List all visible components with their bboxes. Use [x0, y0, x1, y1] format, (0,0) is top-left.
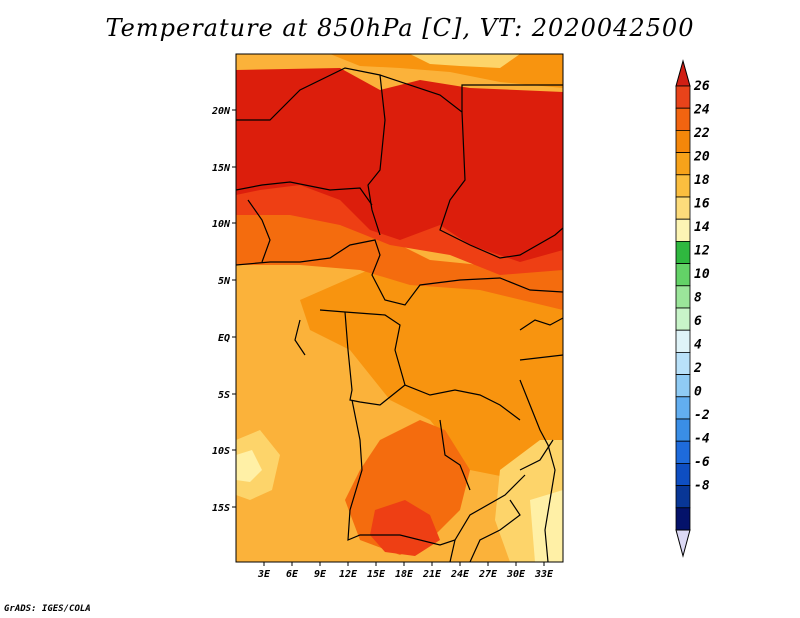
lon-label-15e: 15E: [367, 569, 386, 580]
longitude-axis: 3E 6E 9E 12E 15E 18E 21E 24E 27E 30E 33E: [257, 562, 554, 580]
lon-label-18e: 18E: [395, 569, 414, 580]
colorbar-cells: [675, 85, 691, 531]
lat-label-5n: 5N: [218, 276, 231, 287]
colorbar-cell: [675, 174, 691, 198]
lat-label-5s: 5S: [218, 390, 230, 401]
colorbar-cell: [675, 396, 691, 420]
colorbar-label: 10: [694, 267, 710, 282]
lat-label-10n: 10N: [212, 219, 231, 230]
colorbar-cell: [675, 196, 691, 220]
colorbar-label: 8: [694, 291, 702, 306]
colorbar-label: 18: [694, 173, 710, 188]
colorbar-cell: [675, 374, 691, 398]
colorbar-cell: [675, 329, 691, 353]
colorbar-cell: [675, 351, 691, 375]
field-region-20: [300, 265, 563, 480]
lat-label-15n: 15N: [212, 163, 231, 174]
field-region-24-south: [370, 500, 440, 556]
colorbar-label: 12: [694, 244, 710, 259]
lat-label-15s: 15S: [212, 503, 230, 514]
lon-label-12e: 12E: [339, 569, 358, 580]
colorbar-label: -2: [694, 408, 710, 423]
colorbar-cell: [675, 307, 691, 331]
colorbar-cell: [675, 218, 691, 242]
chart-title: Temperature at 850hPa [C], VT: 202004250…: [105, 14, 695, 42]
lat-label-10s: 10S: [212, 446, 230, 457]
colorbar-cell: [675, 485, 691, 509]
map-frame: [235, 53, 564, 563]
field-region-14-southwest: [236, 450, 262, 482]
lon-label-6e: 6E: [286, 569, 299, 580]
colorbar-cell: [675, 107, 691, 131]
country-boundaries: [236, 67, 563, 562]
field-region-22-north: [236, 200, 563, 310]
field-region-26-core: [236, 68, 563, 262]
lon-label-27e: 27E: [478, 569, 498, 580]
colorbar-label: 2: [693, 361, 702, 376]
latitude-axis: 20N 15N 10N 5N EQ 5S 10S 15S: [211, 106, 236, 514]
colorbar-cell: [675, 440, 691, 464]
lat-label-20n: 20N: [211, 106, 231, 117]
lat-label-eq: EQ: [218, 333, 230, 344]
lon-label-9e: 9E: [314, 569, 327, 580]
field-region-14-southeast: [530, 490, 563, 562]
colorbar-cell: [675, 152, 691, 176]
grads-credit: GrADS: IGES/COLA: [4, 604, 91, 614]
colorbar-cell: [675, 240, 691, 264]
colorbar-label: 16: [694, 197, 710, 212]
colorbar-label: -4: [694, 432, 710, 447]
colorbar-cell: [675, 462, 691, 486]
colorbar-upper-arrow: [675, 59, 691, 87]
colorbar-cell: [675, 285, 691, 309]
field-region-north-pale: [410, 54, 520, 68]
lon-label-21e: 21E: [422, 569, 442, 580]
colorbar-cell: [675, 85, 691, 109]
colorbar-cell: [675, 507, 691, 531]
colorbar-cell: [675, 418, 691, 442]
colorbar-label: 22: [693, 126, 710, 141]
colorbar-label: 14: [694, 220, 710, 235]
colorbar-label: 6: [694, 314, 702, 329]
colorbar-label: -8: [694, 479, 710, 494]
colorbar-label: 20: [693, 150, 710, 165]
colorbar-label: 24: [693, 103, 710, 118]
colorbar-cell: [675, 129, 691, 153]
colorbar-label: -6: [694, 455, 710, 470]
lon-label-3e: 3E: [257, 569, 271, 580]
colorbar-cell: [675, 263, 691, 287]
colorbar-label: 0: [694, 385, 702, 400]
colorbar-lower-arrow: [675, 529, 691, 558]
colorbar-label: 4: [694, 338, 702, 353]
lon-label-30e: 30E: [506, 569, 526, 580]
temperature-field: [236, 54, 563, 562]
colorbar-label: 26: [693, 79, 710, 94]
lon-label-33e: 33E: [534, 569, 554, 580]
lon-label-24e: 24E: [450, 569, 470, 580]
